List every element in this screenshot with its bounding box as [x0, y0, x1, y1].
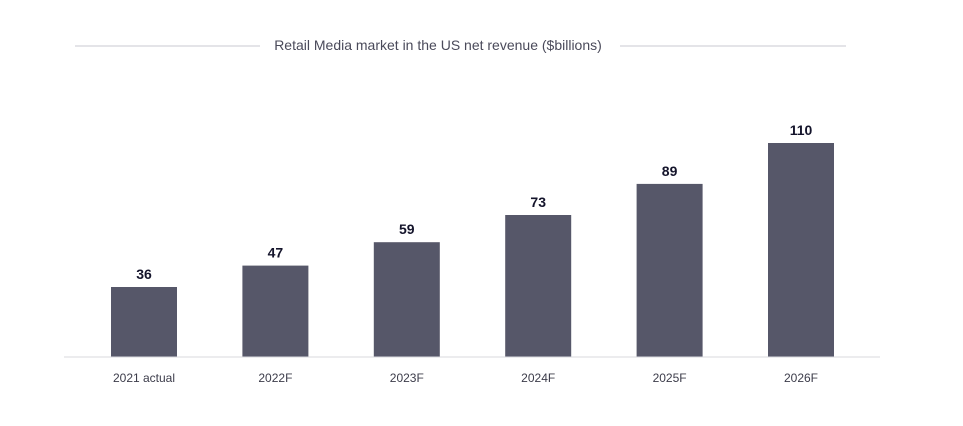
x-tick-label-2: 2023F: [390, 371, 424, 385]
bar-value-label-2: 59: [399, 221, 415, 237]
x-tick-label-4: 2025F: [653, 371, 687, 385]
bar-4: [636, 183, 703, 357]
bars-layer: 36 2021 actual 47 2022F 59 2023F 73 2024F 89 2025…: [111, 122, 834, 385]
x-tick-label-5: 2026F: [784, 371, 818, 385]
bar-value-label-5: 110: [790, 122, 813, 138]
bar-1: [242, 265, 309, 357]
bar-value-label-4: 89: [662, 163, 678, 179]
x-tick-label-0: 2021 actual: [113, 371, 175, 385]
bar-3: [505, 215, 572, 357]
bar-value-label-0: 36: [136, 266, 152, 282]
bar-2: [373, 242, 440, 357]
bar-0: [111, 287, 177, 357]
bar-value-label-1: 47: [268, 245, 284, 261]
x-tick-label-3: 2024F: [521, 371, 555, 385]
bar-5: [768, 143, 834, 357]
chart-title: Retail Media market in the US net revenu…: [274, 37, 602, 53]
bar-value-label-3: 73: [530, 194, 546, 210]
x-tick-label-1: 2022F: [258, 371, 292, 385]
